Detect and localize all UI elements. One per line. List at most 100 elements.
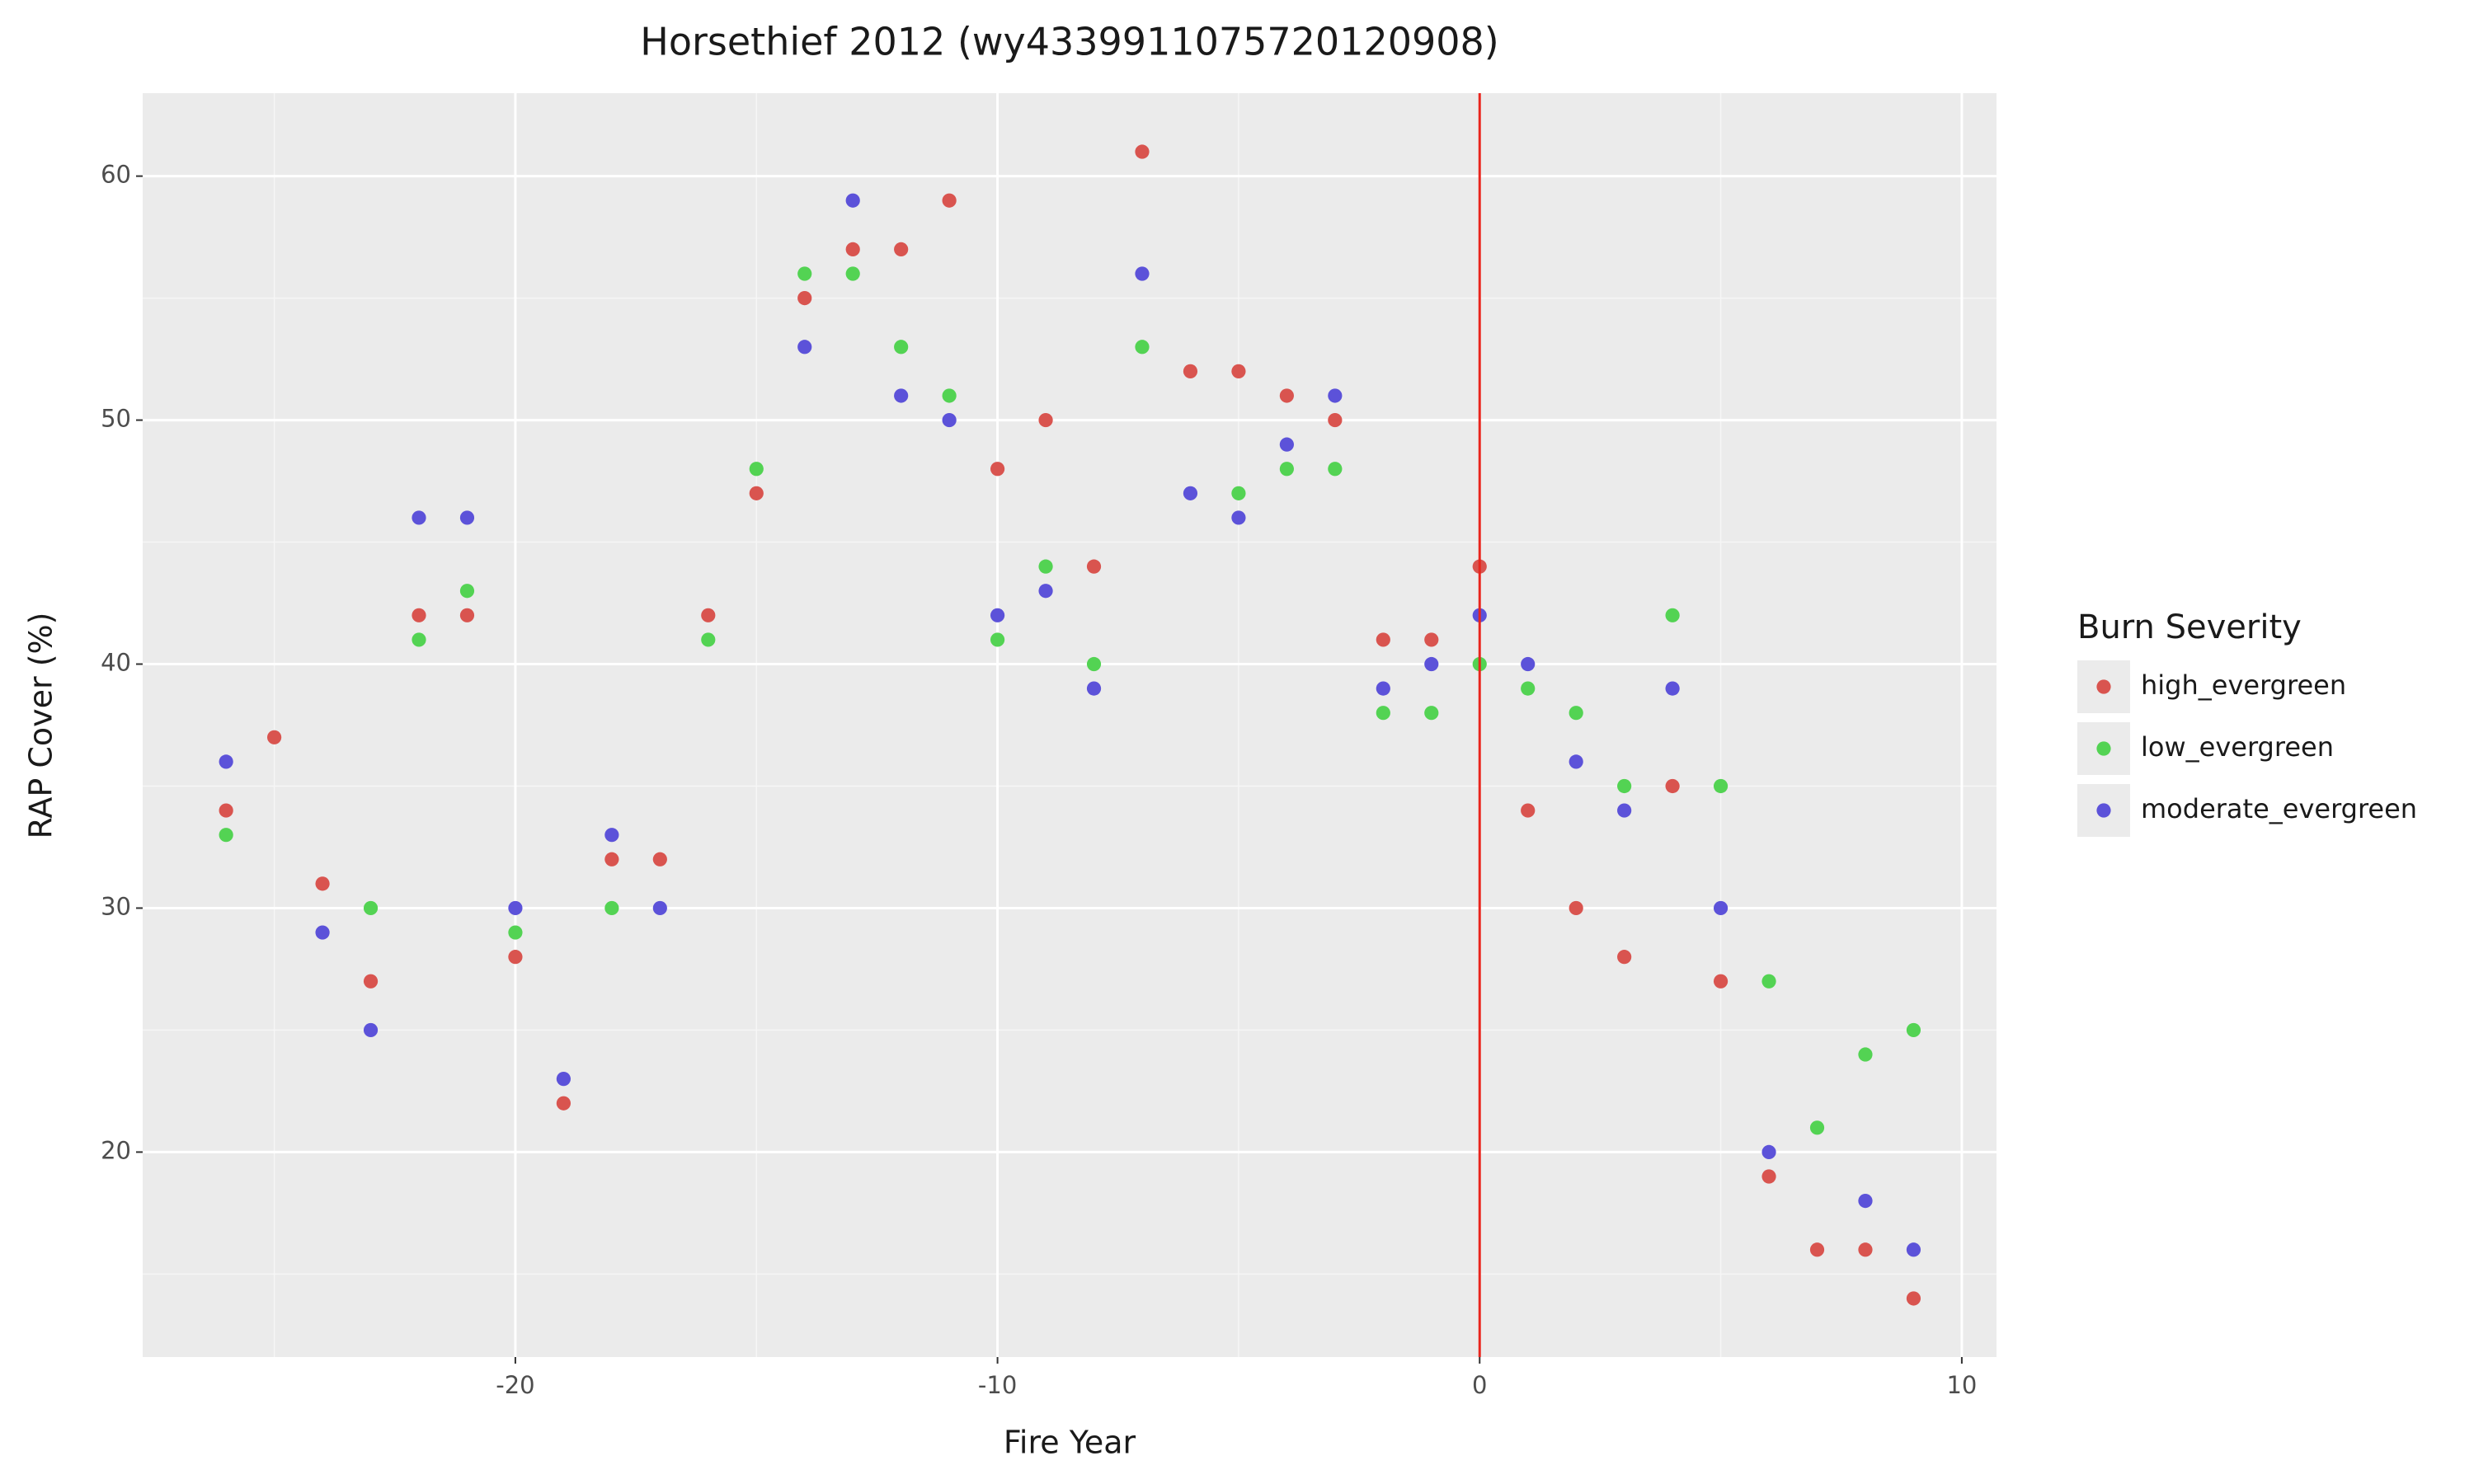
data-point xyxy=(363,1022,379,1038)
data-point xyxy=(1761,1169,1776,1184)
data-point xyxy=(1569,754,1583,769)
data-point xyxy=(1135,144,1150,159)
data-point xyxy=(990,462,1005,477)
data-point xyxy=(1424,632,1439,647)
data-point xyxy=(219,828,233,843)
data-point xyxy=(1858,1047,1873,1062)
data-point xyxy=(701,608,716,622)
data-point xyxy=(1231,510,1246,525)
data-point xyxy=(315,925,330,940)
data-point xyxy=(412,510,426,525)
data-point xyxy=(363,974,379,989)
data-point xyxy=(1713,974,1729,989)
data-point xyxy=(1279,437,1294,452)
data-point xyxy=(508,925,523,940)
legend-label: low_evergreen xyxy=(2141,731,2334,763)
y-axis-label: RAP Cover (%) xyxy=(23,613,59,839)
data-point xyxy=(1424,656,1439,672)
data-point xyxy=(604,852,619,866)
data-point xyxy=(1665,778,1680,794)
data-point xyxy=(1761,974,1776,989)
data-point xyxy=(942,388,957,403)
data-point xyxy=(942,193,957,208)
data-point xyxy=(1521,803,1536,818)
data-point xyxy=(797,340,812,355)
data-point xyxy=(749,486,764,500)
data-point xyxy=(604,828,619,843)
data-point xyxy=(412,608,426,622)
data-point xyxy=(556,1072,571,1087)
data-point xyxy=(1231,486,1246,500)
data-point xyxy=(1086,681,1102,696)
data-point xyxy=(1521,656,1536,672)
data-point xyxy=(894,340,909,355)
data-point xyxy=(845,242,860,257)
data-point xyxy=(652,852,667,866)
data-point xyxy=(1569,900,1583,916)
data-point xyxy=(990,608,1005,622)
data-point xyxy=(701,632,716,647)
data-point xyxy=(459,608,475,622)
legend-marker xyxy=(2096,803,2111,818)
data-point xyxy=(1713,900,1729,916)
data-point xyxy=(219,803,233,818)
data-point xyxy=(1569,706,1583,721)
data-point xyxy=(556,1096,571,1111)
data-point xyxy=(1086,656,1102,672)
data-point xyxy=(797,290,812,306)
data-point xyxy=(459,584,475,599)
data-point xyxy=(1328,388,1343,403)
data-point xyxy=(1183,364,1198,378)
y-tick-label: 20 xyxy=(101,1136,131,1164)
legend-marker xyxy=(2096,741,2111,756)
data-point xyxy=(1906,1022,1921,1038)
y-tick-label: 50 xyxy=(101,405,131,433)
data-point xyxy=(1521,681,1536,696)
data-point xyxy=(1617,778,1632,794)
data-point xyxy=(894,388,909,403)
y-tick-label: 40 xyxy=(101,649,131,677)
y-tick-label: 60 xyxy=(101,161,131,189)
data-point xyxy=(363,900,379,916)
data-point xyxy=(990,632,1005,647)
data-point xyxy=(1858,1242,1873,1257)
data-point xyxy=(508,950,523,965)
data-point xyxy=(845,193,860,208)
data-point xyxy=(1038,559,1053,574)
x-tick-label: 10 xyxy=(1946,1371,1977,1399)
data-point xyxy=(1858,1193,1873,1209)
data-point xyxy=(1183,486,1198,500)
data-point xyxy=(1135,340,1150,355)
data-point xyxy=(508,900,523,916)
data-point xyxy=(1424,706,1439,721)
x-tick-label: 0 xyxy=(1472,1371,1487,1399)
data-point xyxy=(1376,681,1390,696)
data-point xyxy=(1038,412,1053,428)
legend-title: Burn Severity xyxy=(2077,608,2302,646)
data-point xyxy=(459,510,475,525)
data-point xyxy=(1617,803,1632,818)
plot-panel xyxy=(143,93,1997,1357)
data-point xyxy=(1713,778,1729,794)
data-point xyxy=(1231,364,1246,378)
data-point xyxy=(315,876,330,891)
data-point xyxy=(219,754,233,769)
data-point xyxy=(942,412,957,428)
data-point xyxy=(1761,1144,1776,1160)
x-tick-label: -20 xyxy=(496,1371,534,1399)
data-point xyxy=(1328,462,1343,477)
data-point xyxy=(1376,632,1390,647)
data-point xyxy=(797,266,812,281)
legend-label: high_evergreen xyxy=(2141,669,2346,701)
chart-title: Horsethief 2012 (wy4339911075720120908) xyxy=(640,20,1499,64)
data-point xyxy=(1328,412,1343,428)
data-point xyxy=(1135,266,1150,281)
data-point xyxy=(1617,950,1632,965)
data-point xyxy=(604,900,619,916)
data-point xyxy=(652,900,667,916)
data-point xyxy=(1376,706,1390,721)
legend-marker xyxy=(2096,679,2111,694)
data-point xyxy=(1665,608,1680,622)
x-axis-label: Fire Year xyxy=(1004,1425,1136,1461)
